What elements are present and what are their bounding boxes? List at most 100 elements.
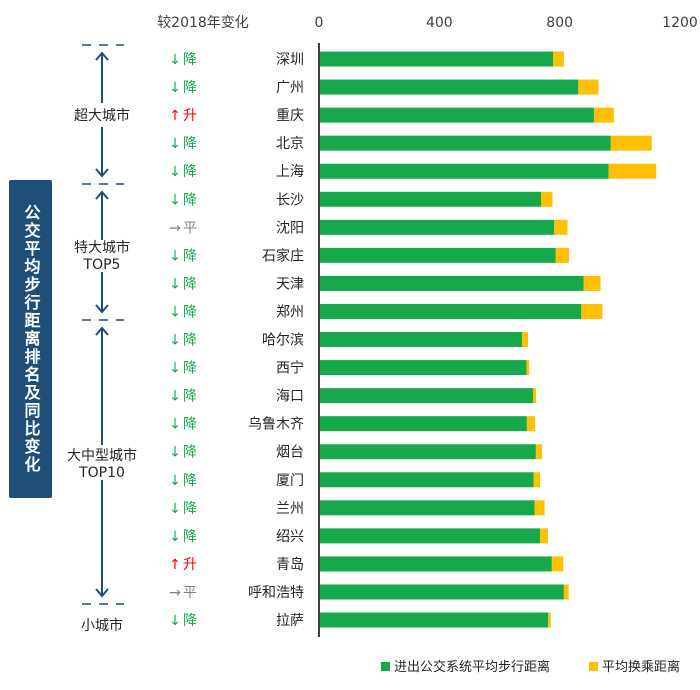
group-label: 小城市: [81, 617, 123, 634]
group-label: 超大城市: [74, 107, 130, 124]
change-text: 降: [183, 80, 197, 96]
bar-transfer: [553, 51, 564, 67]
change-arrow: ↓: [169, 52, 181, 68]
bar-transfer: [526, 360, 530, 376]
category-label: 上海: [276, 164, 304, 180]
x-tick-label: 400: [426, 15, 453, 31]
bar-walk: [320, 416, 527, 432]
x-tick-label: 0: [315, 15, 324, 31]
bar-walk: [320, 219, 555, 235]
bar-transfer: [593, 107, 614, 123]
legend-swatch-walk: [381, 662, 390, 671]
bar-transfer: [555, 247, 569, 263]
bar-transfer: [526, 416, 535, 432]
category-label: 兰州: [276, 501, 304, 517]
bar-transfer: [533, 388, 537, 404]
arrow-up-icon: [95, 51, 109, 61]
change-arrow: →: [169, 220, 181, 236]
change-arrow: ↓: [169, 276, 181, 292]
bar-transfer: [583, 275, 601, 291]
change-arrow: ↓: [169, 333, 181, 349]
category-label: 乌鲁木齐: [248, 417, 304, 433]
category-label: 深圳: [276, 52, 304, 68]
category-label: 天津: [276, 276, 304, 292]
category-label: 烟台: [276, 445, 304, 461]
category-label: 青岛: [276, 557, 304, 573]
change-text: 降: [183, 136, 197, 152]
change-text: 降: [183, 501, 197, 517]
bar-walk: [320, 247, 556, 263]
side-title-text: 公交平均步行距离排名及同比变化: [21, 204, 41, 474]
change-text: 降: [183, 248, 197, 264]
category-label: 长沙: [276, 192, 304, 208]
change-text: 升: [183, 557, 197, 573]
category-label: 北京: [276, 136, 304, 152]
bar-transfer: [563, 584, 569, 600]
change-arrow: ↓: [169, 501, 181, 517]
x-tick-label: 1200: [662, 15, 698, 31]
bar-walk: [320, 332, 523, 348]
bar-transfer: [535, 444, 542, 460]
arrow-down-icon: [95, 588, 109, 598]
change-arrow: ↓: [169, 417, 181, 433]
bar-walk: [320, 444, 536, 460]
group-label-sub: TOP10: [78, 465, 125, 481]
group-label: 大中型城市: [67, 447, 137, 464]
bar-walk: [320, 556, 552, 572]
change-arrow: ↓: [169, 473, 181, 489]
change-text: 降: [183, 613, 197, 629]
bar-walk: [320, 528, 541, 544]
arrow-up-icon: [95, 190, 109, 200]
change-arrow: ↓: [169, 192, 181, 208]
change-text: 降: [183, 389, 197, 405]
change-header: 较2018年变化: [157, 15, 249, 31]
change-text: 降: [183, 361, 197, 377]
change-arrow: →: [169, 585, 181, 601]
category-label: 石家庄: [262, 247, 304, 264]
bar-walk: [320, 388, 534, 404]
bar-transfer: [548, 612, 551, 628]
change-arrow: ↓: [169, 304, 181, 320]
change-text: 升: [183, 108, 197, 124]
legend-swatch-transfer: [589, 662, 598, 671]
change-arrow: ↓: [169, 529, 181, 545]
change-text: 降: [183, 192, 197, 208]
arrow-down-icon: [95, 168, 109, 178]
legend-label-walk: 进出公交系统平均步行距离: [394, 659, 550, 675]
change-arrow: ↓: [169, 389, 181, 405]
category-label: 重庆: [276, 108, 304, 124]
change-text: 降: [183, 445, 197, 461]
category-label: 郑州: [276, 304, 304, 320]
legend: 进出公交系统平均步行距离 平均换乘距离: [381, 659, 680, 675]
category-label: 绍兴: [276, 529, 304, 545]
category-label: 呼和浩特: [248, 585, 304, 601]
category-label: 广州: [276, 80, 304, 96]
bar-transfer: [541, 191, 553, 207]
bar-walk: [320, 163, 609, 179]
change-arrow: ↓: [169, 361, 181, 377]
bar-walk: [320, 500, 535, 516]
category-label: 海口: [276, 389, 304, 405]
bar-walk: [320, 107, 594, 123]
bar-walk: [320, 612, 549, 628]
bar-walk: [320, 303, 582, 319]
change-arrow: ↑: [169, 108, 181, 124]
bar-walk: [320, 584, 564, 600]
change-text: 降: [183, 304, 197, 320]
bar-transfer: [540, 528, 548, 544]
change-text: 降: [183, 473, 197, 489]
change-text: 降: [183, 417, 197, 433]
bar-walk: [320, 472, 534, 488]
bar-transfer: [522, 332, 529, 348]
change-arrow: ↓: [169, 248, 181, 264]
x-tick-label: 800: [546, 15, 573, 31]
bar-transfer: [533, 472, 541, 488]
change-arrow: ↑: [169, 557, 181, 573]
bar-walk: [320, 135, 611, 151]
change-text: 平: [183, 585, 197, 601]
change-arrow: ↓: [169, 445, 181, 461]
bar-walk: [320, 51, 554, 67]
side-title: 公交平均步行距离排名及同比变化: [9, 180, 52, 498]
